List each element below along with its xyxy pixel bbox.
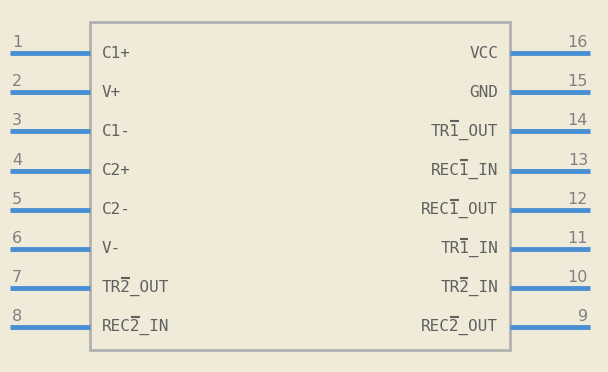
Text: 11: 11 (567, 231, 588, 246)
Text: 6: 6 (12, 231, 22, 246)
Text: TR1_IN: TR1_IN (440, 241, 498, 257)
Text: REC2_OUT: REC2_OUT (421, 319, 498, 335)
Text: 2: 2 (12, 74, 22, 89)
Text: VCC: VCC (469, 46, 498, 61)
Text: 13: 13 (568, 153, 588, 167)
Text: TR1_OUT: TR1_OUT (430, 123, 498, 140)
Text: 9: 9 (578, 309, 588, 324)
Text: 10: 10 (568, 270, 588, 285)
Text: REC1_OUT: REC1_OUT (421, 202, 498, 218)
Text: 7: 7 (12, 270, 22, 285)
Text: 5: 5 (12, 192, 22, 207)
Text: 16: 16 (568, 35, 588, 50)
Text: TR2_OUT: TR2_OUT (102, 280, 170, 296)
Text: V-: V- (102, 241, 121, 256)
Text: 15: 15 (568, 74, 588, 89)
Text: GND: GND (469, 85, 498, 100)
Text: C2+: C2+ (102, 163, 131, 178)
Text: 4: 4 (12, 153, 22, 167)
Text: V+: V+ (102, 85, 121, 100)
Text: C2-: C2- (102, 202, 131, 217)
Text: C1+: C1+ (102, 46, 131, 61)
Text: 3: 3 (12, 113, 22, 128)
Text: 14: 14 (568, 113, 588, 128)
Text: C1-: C1- (102, 124, 131, 139)
Text: TR2_IN: TR2_IN (440, 280, 498, 296)
Bar (90, 22, 510, 350)
Text: 12: 12 (568, 192, 588, 207)
Text: 8: 8 (12, 309, 22, 324)
Text: REC1_IN: REC1_IN (430, 163, 498, 179)
Text: REC2_IN: REC2_IN (102, 319, 170, 335)
Text: 1: 1 (12, 35, 22, 50)
